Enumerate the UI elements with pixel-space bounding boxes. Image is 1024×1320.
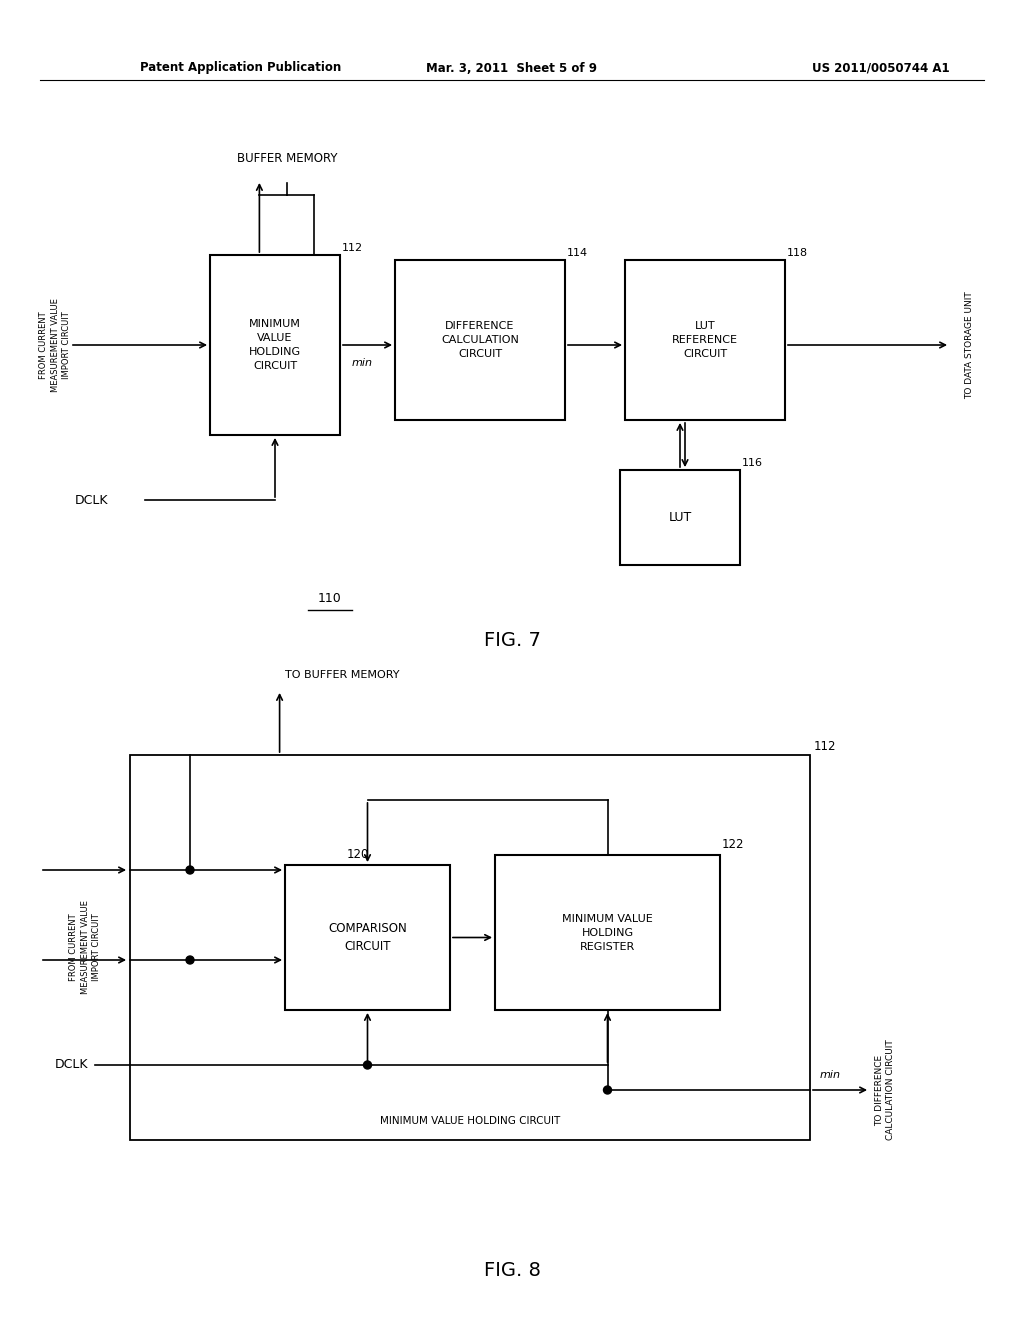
Text: COMPARISON
CIRCUIT: COMPARISON CIRCUIT <box>328 921 407 953</box>
Text: DCLK: DCLK <box>55 1059 88 1072</box>
Text: FIG. 8: FIG. 8 <box>483 1261 541 1279</box>
Text: 116: 116 <box>742 458 763 469</box>
Text: DCLK: DCLK <box>75 494 109 507</box>
Text: 118: 118 <box>787 248 808 257</box>
Text: TO BUFFER MEMORY: TO BUFFER MEMORY <box>285 671 399 680</box>
Text: LUT
REFERENCE
CIRCUIT: LUT REFERENCE CIRCUIT <box>672 321 738 359</box>
Text: MINIMUM VALUE HOLDING CIRCUIT: MINIMUM VALUE HOLDING CIRCUIT <box>380 1115 560 1126</box>
Text: min: min <box>820 1071 841 1080</box>
Circle shape <box>186 956 194 964</box>
Text: Patent Application Publication: Patent Application Publication <box>140 62 341 74</box>
Text: US 2011/0050744 A1: US 2011/0050744 A1 <box>812 62 950 74</box>
Text: DIFFERENCE
CALCULATION
CIRCUIT: DIFFERENCE CALCULATION CIRCUIT <box>441 321 519 359</box>
Text: 122: 122 <box>722 838 744 851</box>
Bar <box>625 260 785 420</box>
Bar <box>130 755 810 1140</box>
Bar <box>395 260 565 420</box>
Text: 112: 112 <box>342 243 364 253</box>
Bar <box>620 470 740 565</box>
Text: BUFFER MEMORY: BUFFER MEMORY <box>237 152 337 165</box>
Text: TO DATA STORAGE UNIT: TO DATA STORAGE UNIT <box>966 292 975 399</box>
Text: LUT: LUT <box>669 511 691 524</box>
Text: FROM CURRENT
MEASUREMENT VALUE
IMPORT CIRCUIT: FROM CURRENT MEASUREMENT VALUE IMPORT CI… <box>39 298 72 392</box>
Text: MINIMUM VALUE
HOLDING
REGISTER: MINIMUM VALUE HOLDING REGISTER <box>562 913 653 952</box>
Text: 112: 112 <box>814 741 837 752</box>
Text: FROM CURRENT
MEASUREMENT VALUE
IMPORT CIRCUIT: FROM CURRENT MEASUREMENT VALUE IMPORT CI… <box>69 900 101 994</box>
Bar <box>285 865 450 1010</box>
Circle shape <box>186 866 194 874</box>
Bar <box>210 255 340 436</box>
Circle shape <box>603 1086 611 1094</box>
Text: 120: 120 <box>346 847 369 861</box>
Text: 110: 110 <box>318 591 342 605</box>
Text: TO DIFFERENCE
CALCULATION CIRCUIT: TO DIFFERENCE CALCULATION CIRCUIT <box>874 1040 895 1140</box>
Text: MINIMUM
VALUE
HOLDING
CIRCUIT: MINIMUM VALUE HOLDING CIRCUIT <box>249 319 301 371</box>
Text: min: min <box>352 358 373 368</box>
Text: Mar. 3, 2011  Sheet 5 of 9: Mar. 3, 2011 Sheet 5 of 9 <box>427 62 597 74</box>
Bar <box>495 855 720 1010</box>
Text: FIG. 7: FIG. 7 <box>483 631 541 649</box>
Text: 114: 114 <box>567 248 588 257</box>
Circle shape <box>364 1061 372 1069</box>
